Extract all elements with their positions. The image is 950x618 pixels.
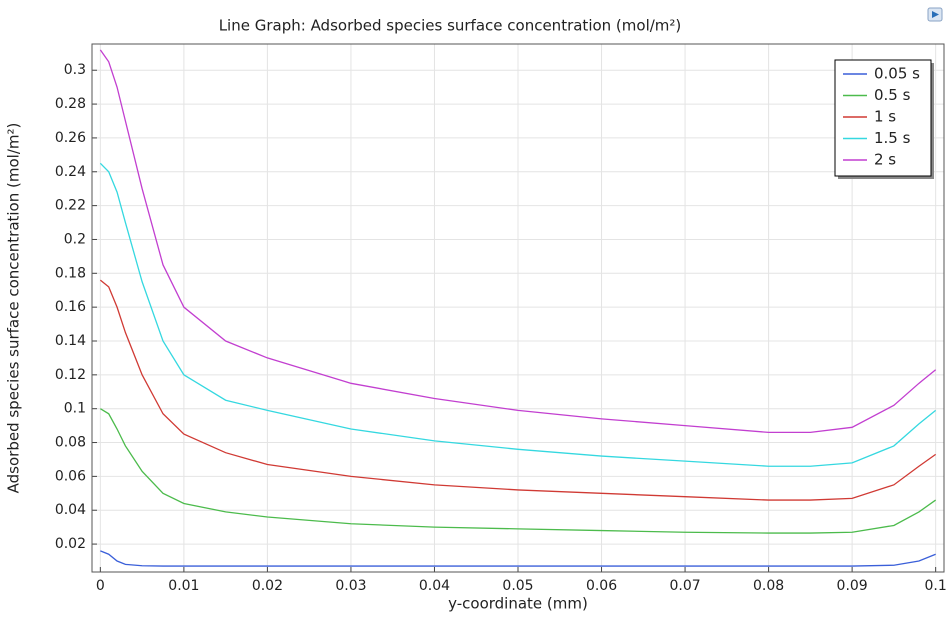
series-line [100, 550, 936, 567]
y-tick-label: 0.16 [55, 299, 86, 315]
legend-box [834, 59, 932, 177]
x-tick-label: 0.01 [168, 578, 199, 594]
y-tick-label: 0.22 [55, 198, 86, 214]
y-tick-label: 0.3 [64, 62, 86, 78]
x-tick-label: 0.06 [586, 578, 617, 594]
x-tick-label: 0.04 [419, 578, 450, 594]
series-line [99, 279, 937, 501]
y-tick-label: 0.02 [55, 536, 86, 552]
y-tick-label: 0.28 [55, 96, 86, 112]
plot-frame [91, 43, 945, 573]
y-tick-label: 0.24 [55, 164, 86, 180]
legend-label: 1 s [874, 108, 896, 126]
series-line [100, 408, 937, 534]
x-axis-label: y-coordinate (mm) [448, 595, 588, 613]
chart-title: Line Graph: Adsorbed species surface con… [219, 17, 682, 35]
series-line [99, 49, 937, 434]
x-tick-label: 0.07 [669, 578, 700, 594]
export-icon[interactable] [927, 7, 943, 22]
y-tick-label: 0.18 [55, 265, 86, 281]
y-tick-label: 0.12 [55, 367, 86, 383]
x-tick-label: 0.02 [252, 578, 283, 594]
x-tick-label: 0.03 [335, 578, 366, 594]
y-tick-label: 0.06 [55, 468, 86, 484]
legend-label: 0.05 s [874, 65, 920, 83]
y-tick-label: 0.1 [64, 401, 86, 417]
x-tick-label: 0.08 [753, 578, 784, 594]
y-axis-label: Adsorbed species surface concentration (… [5, 123, 23, 494]
x-tick-label: 0.05 [502, 578, 533, 594]
icon-arrow[interactable] [932, 11, 939, 18]
y-tick-label: 0.2 [64, 231, 86, 247]
y-tick-label: 0.08 [55, 435, 86, 451]
y-tick-label: 0.04 [55, 502, 86, 518]
legend-label: 0.5 s [874, 86, 911, 104]
y-tick-label: 0.26 [55, 130, 86, 146]
y-tick-label: 0.14 [55, 333, 86, 349]
x-tick-label: 0 [96, 578, 105, 594]
legend-label: 2 s [874, 151, 896, 169]
x-tick-label: 0.1 [925, 578, 947, 594]
x-tick-label: 0.09 [837, 578, 868, 594]
series-line [99, 162, 937, 467]
legend-label: 1.5 s [874, 129, 911, 147]
